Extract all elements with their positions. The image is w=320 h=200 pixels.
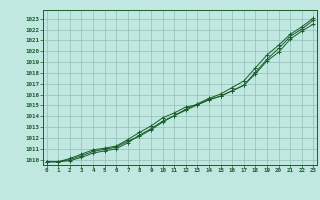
Text: Graphe pression niveau de la mer (hPa): Graphe pression niveau de la mer (hPa) (72, 186, 248, 196)
